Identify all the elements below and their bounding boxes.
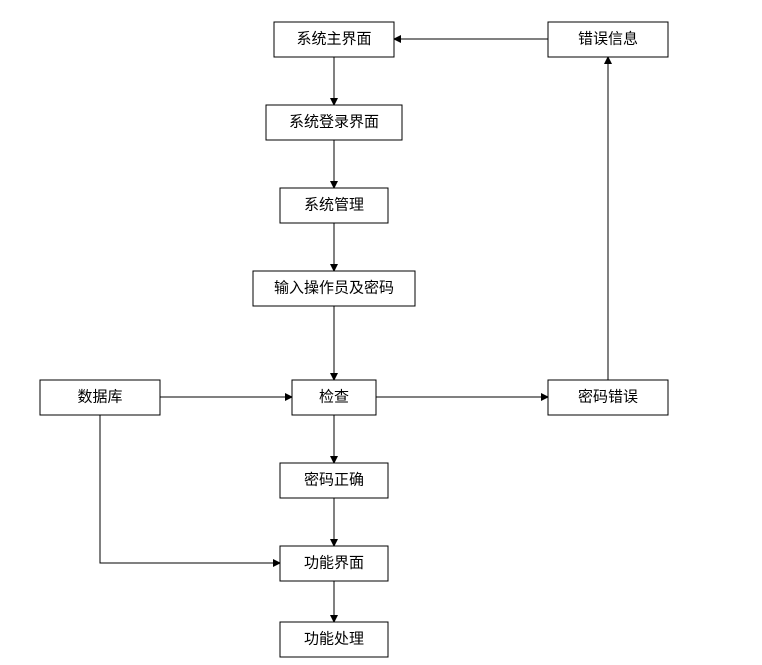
node-label: 系统登录界面 [289,114,379,131]
node-n10: 密码错误 [548,380,668,415]
node-label: 系统管理 [304,197,364,214]
node-label: 系统主界面 [296,31,371,48]
node-label: 功能处理 [304,631,364,648]
node-label: 输入操作员及密码 [274,280,394,297]
nodes-group: 系统主界面系统登录界面系统管理输入操作员及密码检查密码正确功能界面功能处理 数据库… [40,22,668,657]
node-n11: 错误信息 [548,22,668,57]
flowchart-canvas: 系统主界面系统登录界面系统管理输入操作员及密码检查密码正确功能界面功能处理 数据库… [0,0,762,665]
edge-n9-n7 [100,415,280,563]
node-n1: 系统主界面 [274,22,394,57]
node-n9: 数据库 [40,380,160,415]
node-label: 错误信息 [578,31,638,48]
node-n3: 系统管理 [280,188,388,223]
node-label: 检查 [319,389,349,406]
node-label: 密码错误 [578,389,638,406]
node-label: 功能界面 [304,555,364,572]
node-label: 数据库 [77,389,122,406]
node-n6: 密码正确 [280,463,388,498]
node-n4: 输入操作员及密码 [253,271,415,306]
node-n8: 功能处理 [280,622,388,657]
node-label: 密码正确 [304,472,364,489]
node-n5: 检查 [292,380,376,415]
node-n7: 功能界面 [280,546,388,581]
node-n2: 系统登录界面 [266,105,402,140]
